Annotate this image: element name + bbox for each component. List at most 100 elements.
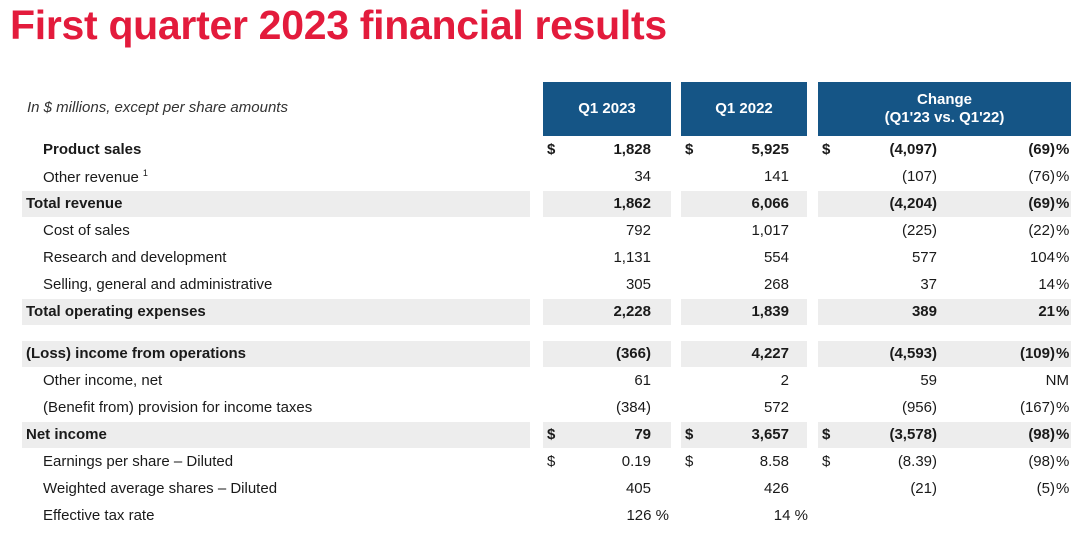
row-label-text: Earnings per share – Diluted	[43, 453, 234, 470]
row-label: Total revenue	[26, 195, 122, 212]
row-shading	[22, 341, 530, 367]
row-label: Total operating expenses	[26, 303, 206, 320]
value-q1-2023: 0.19	[621, 453, 651, 470]
column-header-change: Change (Q1'23 vs. Q1'22)	[818, 82, 1071, 136]
row-label: Selling, general and administrative	[43, 276, 272, 293]
row-label: Earnings per share – Diluted	[43, 453, 233, 470]
currency-symbol-change: $	[822, 141, 831, 158]
value-q1-2023: 792	[625, 222, 651, 239]
value-change-percent: (69)	[1028, 195, 1055, 212]
percent-sign: %	[1056, 276, 1070, 293]
page-title: First quarter 2023 financial results	[10, 2, 667, 48]
value-change-amount: (956)	[901, 399, 937, 416]
currency-symbol-q1-2022: $	[685, 426, 694, 443]
row-label-text: Selling, general and administrative	[43, 276, 273, 293]
row-label-text: Other income, net	[43, 372, 163, 389]
percent-sign: %	[1056, 141, 1070, 158]
row-shading	[681, 341, 807, 367]
table-row: Earnings per share – Diluted $0.19 $8.58 $ (…	[0, 449, 1083, 475]
value-q1-2022: 554	[763, 249, 789, 266]
percent-sign: %	[1056, 303, 1070, 320]
row-shading	[818, 422, 1071, 448]
currency-symbol-change: $	[822, 426, 831, 443]
units-note: In $ millions, except per share amounts	[27, 99, 288, 116]
row-shading	[543, 191, 671, 217]
value-change-percent: 104	[1029, 249, 1055, 266]
row-label-text: Effective tax rate	[43, 507, 155, 524]
value-q1-2023: (366)	[615, 345, 651, 362]
table-row: Weighted average shares – Diluted 405 426 (…	[0, 476, 1083, 502]
column-header-change-line1: Change	[916, 91, 972, 108]
currency-symbol-q1-2023: $	[547, 426, 556, 443]
column-header-change-line2: (Q1'23 vs. Q1'22)	[884, 109, 1005, 126]
value-change-percent: (5)	[1036, 480, 1055, 497]
table-row: Selling, general and administrative 305 26…	[0, 272, 1083, 298]
value-change-amount: 577	[911, 249, 937, 266]
value-q1-2023: 405	[625, 480, 651, 497]
value-q1-2022: 426	[763, 480, 789, 497]
value-change-amount: (4,204)	[889, 195, 937, 212]
row-label: Other revenue 1	[43, 168, 148, 186]
row-label-text: Cost of sales	[43, 222, 130, 239]
value-q1-2022: 572	[763, 399, 789, 416]
table-row: Net income $79 $3,657 $ (3,578) (98)%	[0, 422, 1083, 448]
row-label: Cost of sales	[43, 222, 130, 239]
row-shading	[681, 191, 807, 217]
value-change-amount: (3,578)	[889, 426, 937, 443]
row-label: Product sales	[43, 141, 141, 158]
row-label-text: Net income	[26, 426, 107, 443]
row-shading	[818, 341, 1071, 367]
value-change-amount: (21)	[910, 480, 937, 497]
table-row: Total revenue 1,862 6,066 (4,204) (69)%	[0, 191, 1083, 217]
footnote-marker: 1	[142, 168, 148, 178]
row-label-text: (Loss) income from operations	[26, 345, 247, 362]
percent-sign: %	[1056, 345, 1070, 362]
percent-sign: %	[1056, 453, 1070, 470]
table-row: Other income, net 61 2 59 NM	[0, 368, 1083, 394]
value-q1-2022: 1,017	[751, 222, 789, 239]
value-q1-2023: 126 %	[626, 507, 669, 524]
value-change-amount: (225)	[901, 222, 937, 239]
table-row: Total operating expenses 2,228 1,839 389 21%	[0, 299, 1083, 325]
value-q1-2023: 305	[625, 276, 651, 293]
value-change-percent: (98)	[1028, 426, 1055, 443]
percent-sign: %	[1056, 222, 1070, 239]
row-shading	[681, 299, 807, 325]
value-q1-2023: 2,228	[613, 303, 651, 320]
value-q1-2023: 1,131	[613, 249, 651, 266]
value-q1-2022: 268	[763, 276, 789, 293]
value-change-amount: (107)	[901, 168, 937, 185]
table-row: (Benefit from) provision for income taxe…	[0, 395, 1083, 421]
value-q1-2022: 3,657	[751, 426, 789, 443]
row-label-text: Total operating expenses	[26, 303, 206, 320]
table-row: Effective tax rate 126 % 14 %	[0, 503, 1083, 529]
row-label-text: Research and development	[43, 249, 227, 266]
currency-symbol-change: $	[822, 453, 831, 470]
row-shading	[22, 299, 530, 325]
percent-sign: %	[1056, 249, 1070, 266]
value-q1-2022: 141	[763, 168, 789, 185]
row-shading	[543, 422, 671, 448]
table-row: Cost of sales 792 1,017 (225) (22)%	[0, 218, 1083, 244]
value-q1-2023: 34	[634, 168, 651, 185]
row-label-text: Weighted average shares – Diluted	[43, 480, 278, 497]
currency-symbol-q1-2022: $	[685, 141, 694, 158]
row-label: Net income	[26, 426, 107, 443]
value-change-amount: (8.39)	[897, 453, 937, 470]
value-q1-2022: 5,925	[751, 141, 789, 158]
value-change-percent: (109)	[1019, 345, 1055, 362]
currency-symbol-q1-2023: $	[547, 141, 556, 158]
value-change-percent: (167)	[1019, 399, 1055, 416]
column-header-q1-2022-label: Q1 2022	[715, 100, 773, 117]
value-q1-2022: 2	[780, 372, 789, 389]
row-label-text: Other revenue	[43, 169, 139, 186]
percent-sign: %	[1056, 168, 1070, 185]
value-change-amount: 389	[911, 303, 937, 320]
value-q1-2022: 14 %	[773, 507, 808, 524]
value-change-amount: 59	[920, 372, 937, 389]
row-shading	[543, 341, 671, 367]
table-row: Research and development 1,131 554 577 104%	[0, 245, 1083, 271]
row-label-text: Total revenue	[26, 195, 123, 212]
value-q1-2023: 1,862	[613, 195, 651, 212]
percent-sign: %	[1056, 426, 1070, 443]
